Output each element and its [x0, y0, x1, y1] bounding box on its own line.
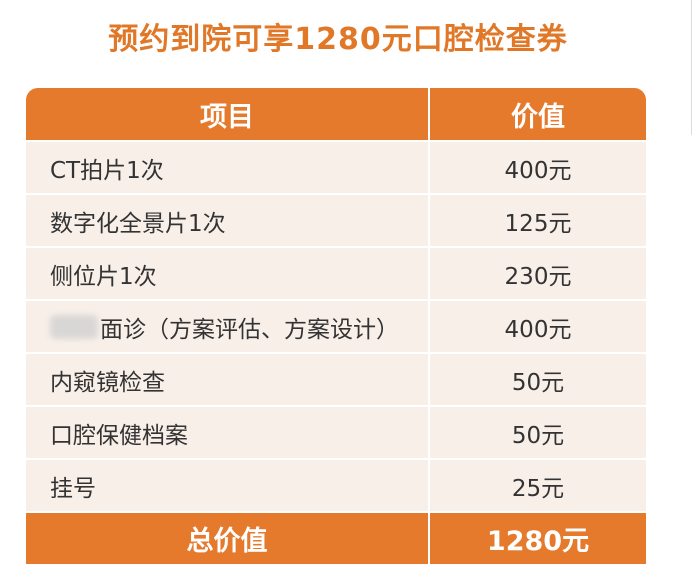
- item-cell: 挂号: [26, 460, 428, 511]
- price-table: 项目 价值 CT拍片1次 400元 数字化全景片1次 125元 侧位片1次 23…: [26, 88, 646, 564]
- total-value: 1280元: [430, 513, 646, 564]
- table-row: 侧位片1次 230元: [26, 248, 646, 299]
- total-label: 总价值: [26, 513, 428, 564]
- table-row: CT拍片1次 400元: [26, 142, 646, 193]
- value-cell: 230元: [430, 248, 646, 299]
- page-title: 预约到院可享1280元口腔检查券: [108, 22, 568, 57]
- table-row: 面诊（方案评估、方案设计） 400元: [26, 301, 646, 352]
- header-value: 价值: [430, 88, 646, 140]
- item-cell: 侧位片1次: [26, 248, 428, 299]
- value-cell: 400元: [430, 301, 646, 352]
- value-cell: 50元: [430, 407, 646, 458]
- item-cell: 面诊（方案评估、方案设计）: [26, 301, 428, 352]
- table-row: 口腔保健档案 50元: [26, 407, 646, 458]
- value-cell: 125元: [430, 195, 646, 246]
- edge-divider: [691, 0, 692, 135]
- item-text: 面诊（方案评估、方案设计）: [100, 316, 399, 343]
- header-item: 项目: [26, 88, 428, 140]
- value-cell: 50元: [430, 354, 646, 405]
- item-cell: 口腔保健档案: [26, 407, 428, 458]
- blurred-text: [50, 314, 98, 339]
- table-footer-row: 总价值 1280元: [26, 513, 646, 564]
- item-cell: CT拍片1次: [26, 142, 428, 193]
- value-cell: 25元: [430, 460, 646, 511]
- table-row: 内窥镜检查 50元: [26, 354, 646, 405]
- table-row: 挂号 25元: [26, 460, 646, 511]
- item-cell: 内窥镜检查: [26, 354, 428, 405]
- table-header-row: 项目 价值: [26, 88, 646, 140]
- value-cell: 400元: [430, 142, 646, 193]
- table-row: 数字化全景片1次 125元: [26, 195, 646, 246]
- item-cell: 数字化全景片1次: [26, 195, 428, 246]
